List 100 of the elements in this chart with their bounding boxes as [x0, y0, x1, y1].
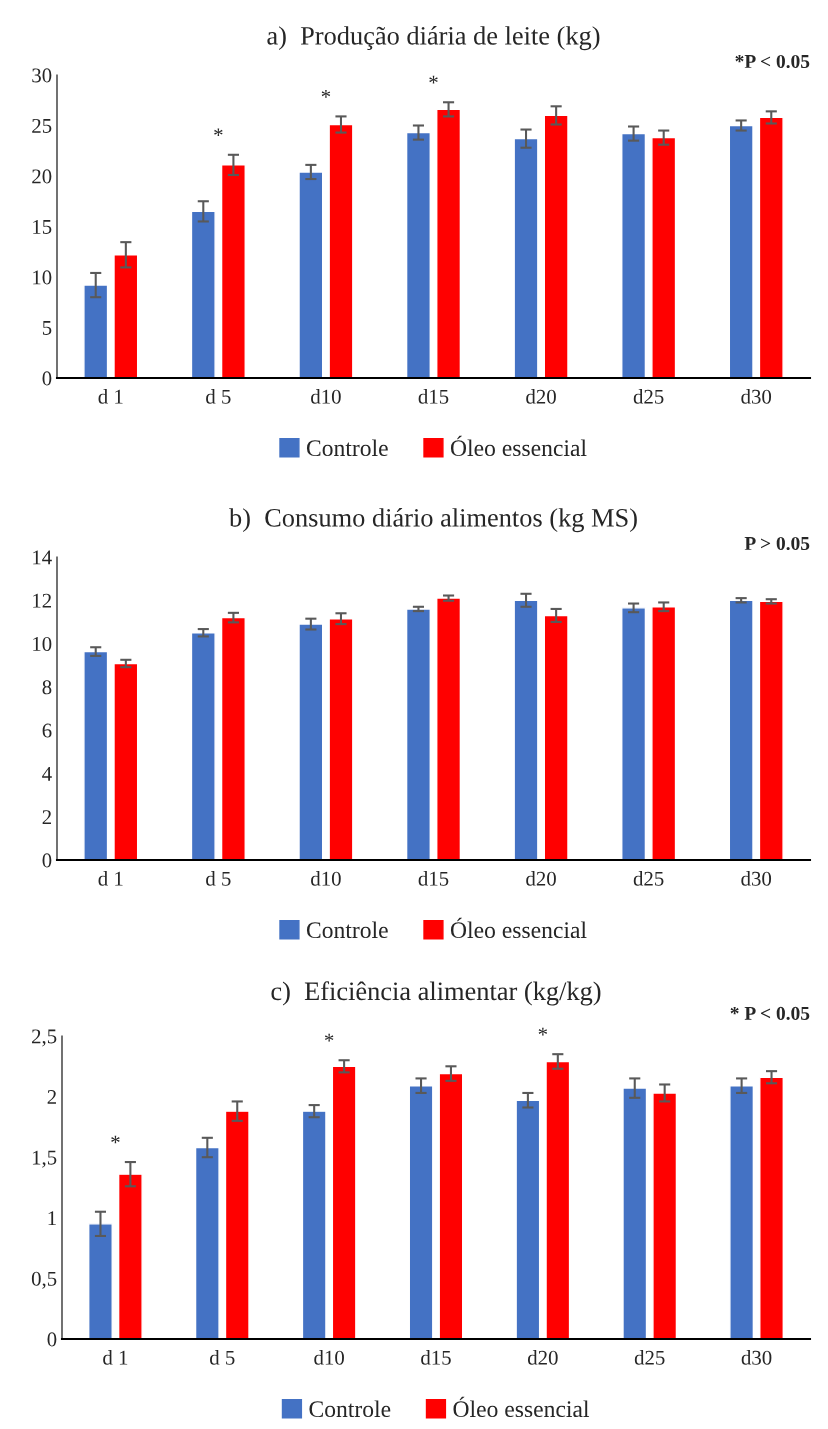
bar: [758, 116, 784, 378]
bar: [651, 606, 677, 860]
bar: [408, 1084, 434, 1339]
y-tick-label: 0: [47, 1332, 57, 1347]
legend-label: Controle: [306, 439, 388, 457]
x-tick-label: d 1: [103, 1350, 128, 1365]
legend-label: Controle: [309, 1400, 391, 1418]
annotation: *: [324, 1033, 334, 1042]
legend-label: Controle: [306, 921, 388, 939]
x-tick-label: d15: [418, 389, 449, 404]
legend-label: Óleo essencial: [453, 1396, 590, 1418]
bar: [513, 137, 539, 378]
legend-label: Óleo essencial: [450, 917, 587, 939]
bar: [543, 114, 569, 378]
bar: [113, 662, 139, 860]
bar: [220, 164, 246, 378]
bar: [621, 607, 647, 860]
y-tick-label: 5: [42, 321, 52, 335]
y-tick-label: 25: [32, 118, 52, 133]
y-tick-label: 6: [42, 723, 52, 738]
bar: [759, 1076, 784, 1339]
annotation: *: [538, 1027, 548, 1036]
y-tick-label: 20: [32, 169, 52, 184]
annotation: *: [321, 90, 331, 98]
bar: [405, 131, 431, 378]
bar: [405, 608, 431, 860]
x-tick-label: d 1: [98, 389, 123, 404]
x-tick-label: d 5: [206, 871, 231, 886]
bar: [194, 1146, 220, 1339]
x-tick-label: d10: [311, 871, 341, 886]
y-tick-label: 1,5: [32, 1150, 57, 1168]
x-tick-label: d30: [741, 389, 772, 404]
x-tick-label: d20: [526, 389, 556, 404]
annotation: *: [111, 1135, 120, 1144]
x-tick-label: d10: [311, 389, 341, 404]
legend-label: Óleo essencial: [450, 435, 587, 457]
bar: [190, 210, 216, 378]
bar: [621, 132, 647, 378]
x-tick-label: d25: [633, 871, 664, 886]
x-tick-label: d15: [421, 1350, 451, 1365]
x-tick-label: d15: [418, 871, 449, 886]
bar: [545, 1060, 571, 1339]
x-tick-label: d 5: [206, 389, 231, 404]
x-tick-label: d 5: [210, 1350, 235, 1365]
chart-title: c) Eficiência alimentar (kg/kg): [271, 981, 601, 1006]
bar: [328, 617, 354, 860]
bar: [652, 1092, 678, 1339]
bar: [190, 632, 216, 860]
text: P > 0.05: [744, 536, 810, 551]
bar: [83, 650, 109, 860]
annotation: *: [214, 128, 223, 137]
x-tick-label: d20: [527, 1350, 558, 1365]
y-tick-label: 10: [33, 270, 52, 285]
bar: [436, 108, 462, 378]
y-tick-label: 30: [32, 68, 52, 83]
y-tick-label: 0,5: [31, 1271, 57, 1289]
chart-title: b) Consumo diário alimentos (kg MS): [229, 508, 637, 533]
x-tick-label: d25: [634, 1350, 665, 1365]
chart-title: a) Produção diária de leite (kg): [267, 26, 600, 51]
bar: [298, 623, 324, 860]
x-tick-label: d25: [633, 389, 664, 404]
bar: [515, 1099, 541, 1339]
bar: [224, 1110, 250, 1339]
bar: [758, 600, 784, 860]
bar: [436, 597, 462, 860]
x-tick-label: d 1: [98, 871, 123, 886]
y-tick-label: 1: [48, 1211, 56, 1226]
bar: [728, 124, 754, 378]
bar: [220, 616, 246, 860]
y-tick-label: 12: [33, 593, 51, 608]
bar: [301, 1110, 327, 1339]
text: * P < 0.05: [730, 1006, 810, 1021]
y-tick-label: 0: [42, 371, 52, 386]
x-tick-label: d30: [741, 1350, 772, 1365]
bar: [651, 136, 677, 378]
bar: [331, 1065, 357, 1339]
bar: [438, 1072, 464, 1339]
x-tick-label: d20: [526, 871, 556, 886]
bar: [543, 614, 569, 860]
bar: [298, 171, 324, 378]
y-tick-label: 10: [33, 636, 52, 651]
y-tick-label: 4: [42, 766, 52, 781]
bar: [328, 123, 354, 378]
x-tick-label: d30: [741, 871, 772, 886]
bar: [113, 254, 139, 378]
bar: [728, 599, 754, 860]
y-tick-label: 2,5: [32, 1029, 57, 1047]
bar: [622, 1087, 648, 1339]
annotation: *: [429, 75, 438, 84]
bar: [83, 284, 109, 378]
bar: [117, 1173, 143, 1339]
y-tick-label: 14: [33, 550, 52, 565]
y-tick-label: 0: [42, 853, 52, 868]
y-tick-label: 8: [42, 680, 52, 695]
y-tick-label: 15: [33, 219, 52, 234]
bar: [729, 1084, 755, 1339]
bar: [88, 1223, 113, 1339]
y-tick-label: 2: [47, 1090, 56, 1104]
text: *P < 0.05: [735, 54, 810, 69]
x-tick-label: d10: [314, 1350, 344, 1365]
